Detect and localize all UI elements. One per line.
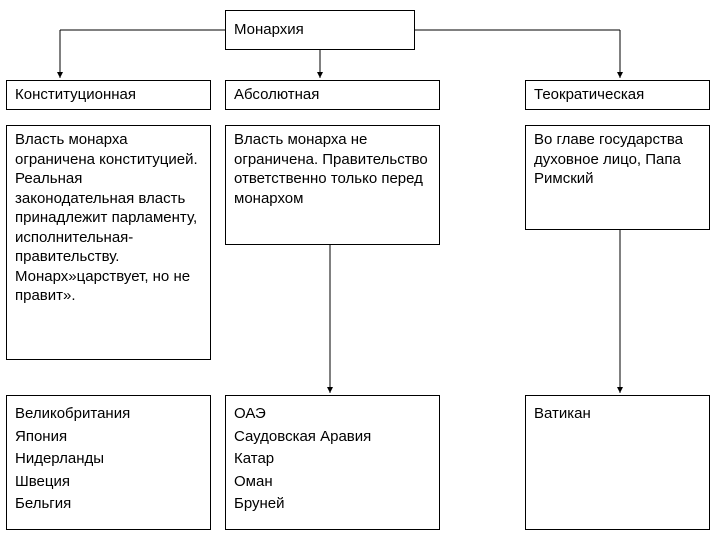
example-item: ОАЭ [234,404,431,424]
branch-examples-theocratic: Ватикан [525,395,710,530]
branch-examples-constitutional: Великобритания Япония Нидерланды Швеция … [6,395,211,530]
example-item: Саудовская Аравия [234,427,431,447]
desc-text: Власть монарха не ограничена. Правительс… [234,131,428,207]
desc-text: Во главе государства духовное лицо, Папа… [534,131,683,187]
desc-text: Власть монарха ограничена конституцией. … [15,131,198,304]
example-item: Ватикан [534,404,701,424]
title-text: Конституционная [15,85,136,105]
example-item: Нидерланды [15,449,202,469]
root-box: Монархия [225,10,415,50]
branch-examples-absolute: ОАЭ Саудовская Аравия Катар Оман Бруней [225,395,440,530]
example-item: Великобритания [15,404,202,424]
branch-title-theocratic: Теократическая [525,80,710,110]
example-item: Бельгия [15,494,202,514]
root-label: Монархия [234,20,304,40]
example-item: Оман [234,472,431,492]
example-item: Япония [15,427,202,447]
example-item: Катар [234,449,431,469]
branch-title-absolute: Абсолютная [225,80,440,110]
title-text: Теократическая [534,85,644,105]
title-text: Абсолютная [234,85,319,105]
example-item: Швеция [15,472,202,492]
example-item: Бруней [234,494,431,514]
branch-desc-theocratic: Во главе государства духовное лицо, Папа… [525,125,710,230]
branch-title-constitutional: Конституционная [6,80,211,110]
branch-desc-absolute: Власть монарха не ограничена. Правительс… [225,125,440,245]
branch-desc-constitutional: Власть монарха ограничена конституцией. … [6,125,211,360]
